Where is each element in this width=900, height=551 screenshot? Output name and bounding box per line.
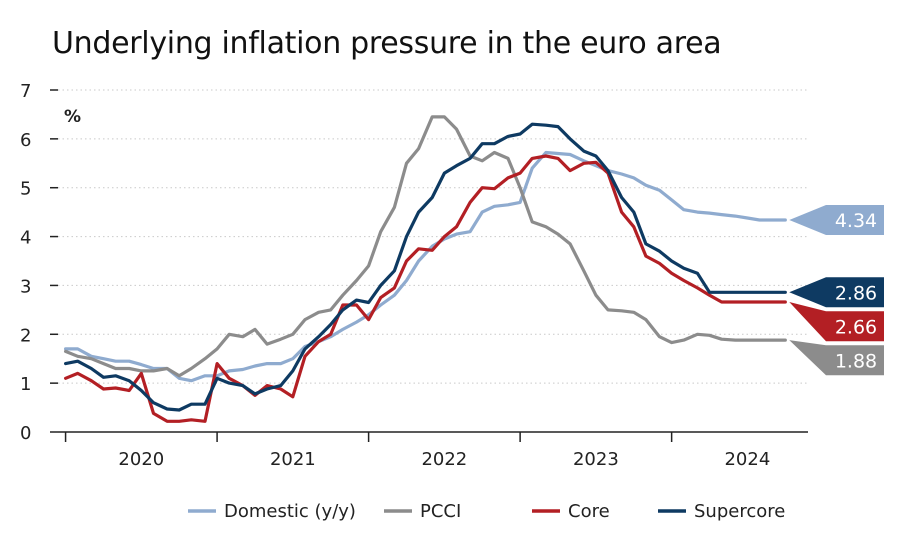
y-tick-label: 0 (20, 423, 31, 444)
y-tick-label: 7 (20, 81, 31, 102)
series-lines (63, 115, 787, 423)
end-label-tag (789, 340, 884, 376)
x-tick-label: 2022 (421, 449, 467, 470)
series-line-core (63, 154, 787, 423)
end-label-value: 4.34 (835, 210, 877, 232)
x-tick-label: 2024 (724, 449, 770, 470)
series-line-supercore (63, 122, 787, 412)
chart-title: Underlying inflation pressure in the eur… (52, 26, 722, 61)
x-tick-label: 2020 (118, 449, 164, 470)
end-label-tag (789, 204, 884, 235)
y-tick-label: 5 (20, 179, 31, 200)
legend-label: Domestic (y/y) (224, 501, 356, 522)
x-tick-label: 2021 (270, 449, 316, 470)
end-label-value: 2.66 (835, 316, 877, 338)
legend-label: Supercore (694, 501, 785, 522)
gridlines (58, 89, 808, 384)
x-tick-label: 2023 (573, 449, 619, 470)
end-labels: 4.34 1.88 2.66 2.86 (789, 204, 884, 376)
y-tick-label: 1 (20, 374, 31, 395)
y-tick-label: 4 (20, 228, 31, 249)
series-line-domestic-y-y- (63, 150, 787, 383)
end-label-tag (789, 302, 884, 342)
axes: 0 1 2 3 4 5 6 7% 2020 2021 2022 2023 2024 (20, 81, 808, 470)
end-label-value: 1.88 (835, 350, 877, 372)
series-line-pcci (63, 115, 787, 378)
legend-label: Core (568, 501, 610, 522)
end-label-tag (789, 277, 884, 308)
y-tick-label: 3 (20, 276, 31, 297)
y-unit-label: % (64, 107, 81, 127)
end-label-value: 2.86 (835, 282, 877, 304)
y-tick-label: 6 (20, 130, 31, 151)
y-tick-label: 2 (20, 325, 31, 346)
legend: Domestic (y/y) PCCI Core Supercore (188, 501, 785, 522)
legend-label: PCCI (420, 501, 461, 522)
